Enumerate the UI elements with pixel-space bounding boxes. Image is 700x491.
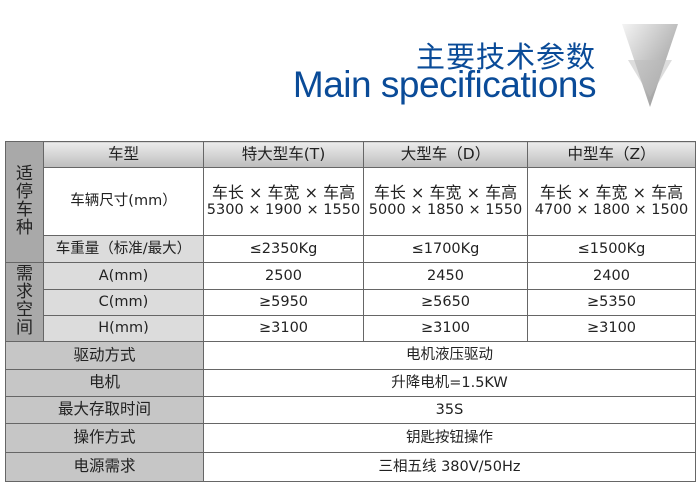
header-col-d: 大型车（D）	[363, 141, 528, 168]
weight-value: ≤1500Kg	[527, 235, 696, 263]
size-label: 车辆尺寸(mm）	[43, 167, 204, 236]
space-label: A(mm)	[43, 262, 204, 290]
weight-label: 车重量（标准/最大）	[43, 235, 204, 263]
specs-table: 适 停 车 种 车型 特大型车(T) 大型车（D） 中型车（Z） 车辆尺寸(mm…	[5, 141, 696, 482]
common-value: 钥匙按钮操作	[203, 423, 696, 453]
size-cell: 车长 × 车宽 × 车高 4700 × 1800 × 1500	[527, 167, 696, 236]
space-label: C(mm)	[43, 289, 204, 316]
title-english: Main specifications	[292, 64, 597, 105]
size-value: 5000 × 1850 × 1550	[368, 202, 523, 219]
chevron-down-icon	[622, 24, 678, 107]
common-value: 电机液压驱动	[203, 341, 696, 370]
space-value: ≥3100	[363, 315, 528, 342]
title-chinese: 主要技术参数	[415, 40, 596, 74]
size-formula: 车长 × 车宽 × 车高	[373, 182, 518, 202]
common-value: 升降电机=1.5KW	[203, 369, 696, 397]
size-formula: 车长 × 车宽 × 车高	[211, 182, 356, 202]
common-label: 电机	[5, 369, 204, 397]
space-label: H(mm)	[43, 315, 204, 342]
weight-value: ≤1700Kg	[363, 235, 528, 263]
common-label: 最大存取时间	[5, 396, 204, 424]
header-car-type: 车型	[43, 141, 204, 168]
space-value: ≥5650	[363, 289, 528, 316]
common-label: 电源需求	[5, 452, 204, 482]
space-value: ≥3100	[527, 315, 696, 342]
common-value: 三相五线 380V/50Hz	[203, 452, 696, 482]
group-label-space: 需 求 空 间	[5, 262, 44, 342]
space-value: 2500	[203, 262, 364, 290]
group-label-car-type: 适 停 车 种	[5, 141, 44, 263]
header-col-t: 特大型车(T)	[203, 141, 364, 168]
size-value: 5300 × 1900 × 1550	[206, 202, 361, 219]
space-value: ≥3100	[203, 315, 364, 342]
common-value: 35S	[203, 396, 696, 424]
size-cell: 车长 × 车宽 × 车高 5000 × 1850 × 1550	[363, 167, 528, 236]
space-value: ≥5950	[203, 289, 364, 316]
space-value: 2450	[363, 262, 528, 290]
common-label: 驱动方式	[5, 341, 204, 370]
common-label: 操作方式	[5, 423, 204, 453]
size-value: 4700 × 1800 × 1500	[534, 202, 689, 219]
weight-value: ≤2350Kg	[203, 235, 364, 263]
header-col-z: 中型车（Z）	[527, 141, 696, 168]
size-cell: 车长 × 车宽 × 车高 5300 × 1900 × 1550	[203, 167, 364, 236]
space-value: ≥5350	[527, 289, 696, 316]
size-formula: 车长 × 车宽 × 车高	[539, 182, 684, 202]
space-value: 2400	[527, 262, 696, 290]
